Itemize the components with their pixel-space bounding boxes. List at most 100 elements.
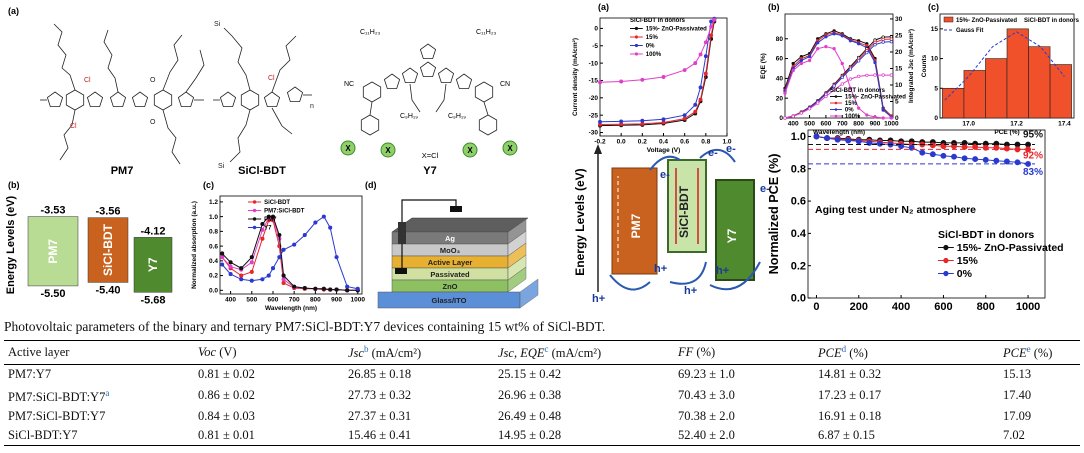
- y-tick-label: 1.0: [791, 131, 806, 143]
- legend-label: 15%: [646, 35, 659, 41]
- data-point: [698, 97, 703, 102]
- legend-label: 100%: [845, 114, 861, 120]
- header-text: PCE: [818, 346, 842, 361]
- value-cell: 0.81 ± 0.02: [198, 367, 255, 382]
- atom-label: X: [385, 146, 391, 155]
- data-point: [292, 284, 297, 289]
- fit-line: [944, 31, 1065, 101]
- molecule-bond: [162, 109, 181, 165]
- panel-label: (b): [768, 2, 780, 12]
- load: [398, 222, 406, 244]
- homo-label: -5.68: [140, 294, 165, 306]
- device-top: [391, 217, 529, 233]
- data-point: [856, 74, 861, 79]
- value-cell: 27.73 ± 0.32: [348, 388, 412, 403]
- data-point: [239, 277, 244, 282]
- legend-label: Y7: [264, 226, 272, 232]
- data-point: [661, 75, 666, 79]
- value-cell: 15.46 ± 0.41: [344, 426, 494, 447]
- x-tick-label: 900: [870, 121, 881, 128]
- atom-label: O: [150, 119, 156, 126]
- y-tick-label: 0: [594, 26, 598, 33]
- x-tick-label: 17.0: [962, 121, 975, 128]
- layer-text: PM7:Y7: [8, 367, 52, 382]
- data-point: [345, 284, 350, 289]
- bar-label: PM7: [46, 239, 60, 264]
- molecule-bond: [53, 23, 76, 91]
- data-point: [889, 37, 894, 41]
- data-point: [865, 73, 869, 78]
- header-unit: (mA/cm²): [551, 346, 602, 361]
- substituent-marker: [502, 140, 518, 156]
- data-point: [807, 58, 812, 63]
- y2-tick-label: 20: [895, 49, 903, 56]
- atom-label: C₁₁H₂₃: [476, 29, 497, 36]
- atom-label: C₉H₁₉: [400, 113, 418, 120]
- molecule-name: Y7: [423, 165, 436, 177]
- data-point: [709, 19, 714, 24]
- legend-marker: [634, 52, 639, 56]
- legend-marker: [834, 114, 838, 118]
- legend-marker: [834, 108, 838, 111]
- data-point: [972, 144, 979, 150]
- legend-label: 15%- ZnO-Passivated: [957, 242, 1064, 254]
- header-cell: Jscb (mA/cm²): [344, 339, 494, 366]
- data-point: [783, 91, 787, 95]
- y-tick-label: 1.0: [209, 214, 218, 221]
- carrier-label: e-: [760, 183, 770, 195]
- y2-tick-label: 30: [895, 16, 903, 23]
- table-row: PM7:SiCl-BDT:Y7 0.84 ± 0.03 27.37 ± 0.31 26…: [4, 407, 1080, 426]
- layer-cell: SiCl-BDT:Y7: [4, 426, 194, 447]
- bar-label: Y7: [146, 257, 160, 272]
- x-tick-label: 0.8: [701, 139, 710, 146]
- data-point: [834, 136, 841, 143]
- data-point: [682, 68, 687, 73]
- y-tick-label: 15: [931, 26, 939, 33]
- value-cell: 69.23 ± 1.0: [678, 367, 735, 382]
- footnote-mark: d: [841, 344, 847, 354]
- molecule-ring: [263, 91, 281, 107]
- legend-swatch: [943, 16, 954, 23]
- value-cell: 17.40: [1003, 388, 1032, 403]
- data-point: [881, 40, 885, 44]
- atom-label: C₁₁H₂₃: [360, 29, 381, 36]
- x-tick-label: -0.2: [594, 139, 606, 146]
- data-point: [640, 77, 645, 82]
- molecule-bond: [229, 109, 251, 163]
- data-point: [345, 288, 350, 293]
- molecule-ring: [383, 73, 401, 89]
- figure: (a) (b) (c) (d) (a) (b) (c) Cl Cl O O PM7 Si Si Cl n SiC…: [5, 2, 1080, 313]
- y-tick-label: -20: [589, 95, 599, 102]
- lumo-label: -4.12: [140, 225, 165, 237]
- y2-tick-label: 0: [895, 115, 899, 122]
- data-point: [799, 61, 804, 66]
- homo-label: -5.50: [40, 288, 65, 300]
- x-tick-label: 0: [813, 301, 819, 313]
- layer-cell: PM7:SiCl-BDT:Y7: [4, 407, 194, 426]
- data-point: [619, 119, 624, 124]
- data-point: [266, 214, 271, 219]
- legend-marker: [943, 257, 949, 264]
- data-point: [682, 113, 687, 118]
- series-line: [599, 18, 715, 123]
- panel-label: (a): [8, 6, 19, 16]
- legend-marker: [834, 95, 838, 98]
- header-text: Jsc, EQE: [498, 346, 545, 361]
- legend-label: 100%: [646, 52, 662, 58]
- data-point: [881, 116, 885, 120]
- contact: [450, 206, 462, 212]
- molecule-ring: [177, 91, 195, 107]
- legend-label: 15%: [957, 255, 979, 267]
- header-cell: FF (%): [674, 339, 814, 366]
- panel-label: (c): [928, 2, 939, 12]
- x-tick-label: 1.0: [722, 139, 731, 146]
- legend-label: 15%- ZnO-Passivated: [956, 18, 1017, 24]
- y-tick-label: 60: [776, 56, 784, 63]
- data-point: [292, 242, 297, 247]
- data-point: [848, 39, 853, 43]
- x-tick-label: 0.2: [638, 139, 647, 146]
- y-tick-label: -15: [589, 78, 599, 85]
- y-tick-label: 40: [776, 76, 784, 83]
- legend-marker: [634, 26, 639, 31]
- value-cell: 15.13: [1003, 367, 1032, 382]
